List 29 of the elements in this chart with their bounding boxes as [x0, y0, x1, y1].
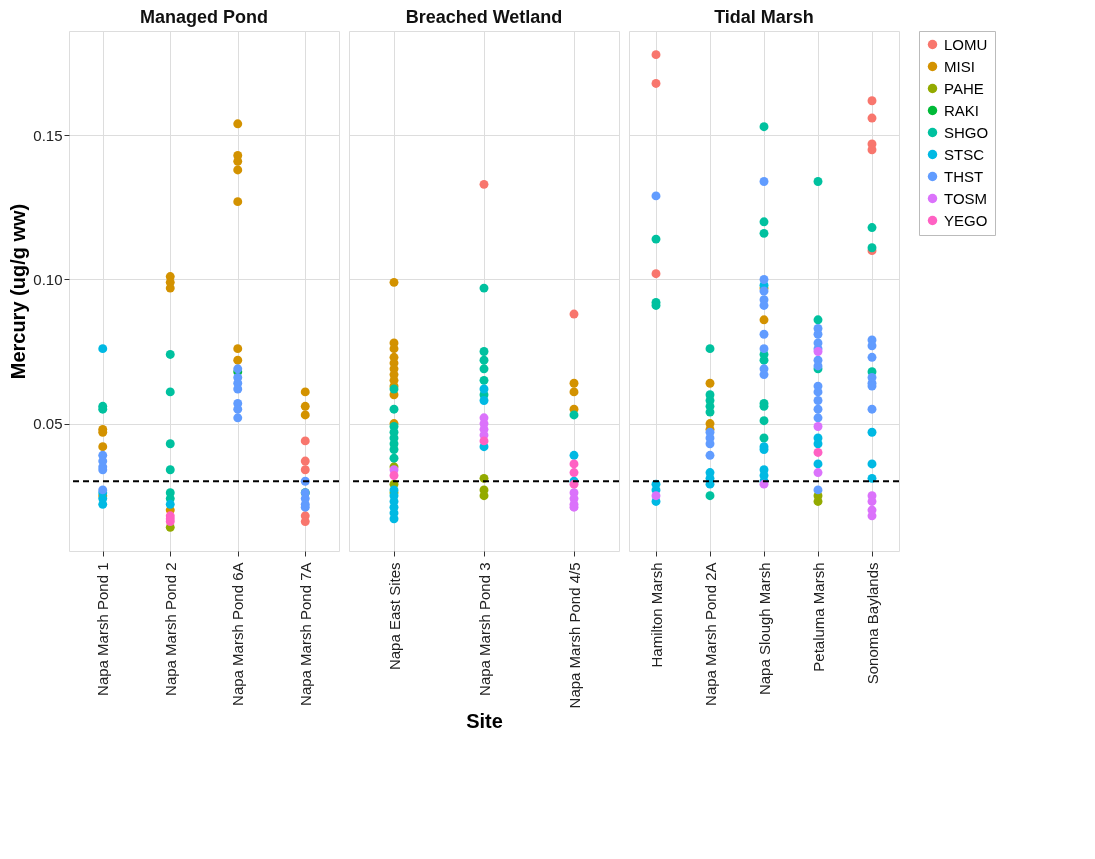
x-tick-label: Napa Marsh Pond 4/5 — [565, 562, 583, 709]
legend-label: SHGO — [944, 123, 989, 141]
legend-label: TOSM — [944, 189, 988, 207]
y-axis-title: Mercury (ug/g ww) — [7, 203, 30, 380]
x-tick-label: Napa East Sites — [385, 562, 403, 671]
x-tick-label: Napa Marsh Pond 7A — [296, 562, 314, 706]
legend-label: MISI — [944, 57, 975, 75]
legend-label: PAHE — [944, 79, 984, 97]
x-tick-label: Napa Slough Marsh — [755, 562, 773, 696]
y-tick-label: 0.10 — [33, 270, 63, 288]
x-tick-label: Napa Marsh Pond 3 — [475, 562, 493, 696]
x-tick-label: Petaluma Marsh — [809, 562, 827, 672]
legend-label: THST — [944, 167, 984, 185]
x-axis-title: Site — [466, 710, 503, 733]
x-tick-label: Napa Marsh Pond 2 — [161, 562, 179, 696]
chart-title: Breached Wetland — [405, 7, 563, 27]
y-tick-label: 0.15 — [33, 126, 63, 144]
x-tick-label: Napa Marsh Pond 2A — [701, 562, 719, 706]
chart-title: Tidal Marsh — [714, 7, 814, 27]
legend-label: STSC — [944, 145, 985, 163]
x-tick-label: Napa Marsh Pond 1 — [94, 562, 112, 696]
legend-label: LOMU — [944, 35, 988, 53]
x-tick-label: Hamilton Marsh — [647, 562, 665, 668]
x-tick-label: Napa Marsh Pond 6A — [229, 562, 247, 706]
x-tick-label: Sonoma Baylands — [863, 562, 881, 685]
legend-label: RAKI — [944, 101, 980, 119]
y-tick-label: 0.05 — [33, 415, 63, 433]
chart-title: Managed Pond — [139, 7, 269, 27]
legend-label: YEGO — [944, 211, 988, 229]
